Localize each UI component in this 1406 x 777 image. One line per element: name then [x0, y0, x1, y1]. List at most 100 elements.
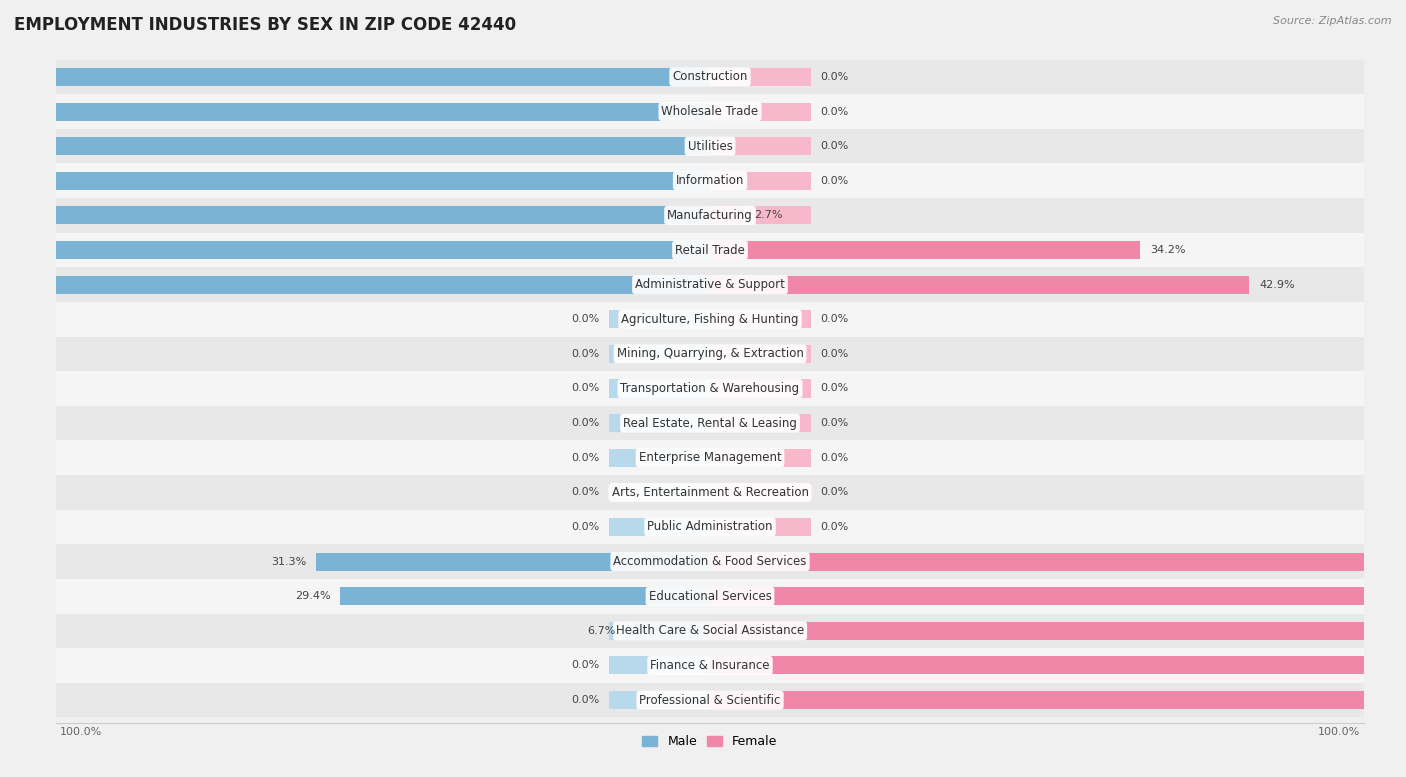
Text: 0.0%: 0.0%: [821, 141, 849, 152]
Bar: [609, 276, 710, 294]
Bar: [710, 137, 811, 155]
Text: 0.0%: 0.0%: [821, 106, 849, 117]
Bar: [18, 371, 1402, 406]
Bar: [316, 552, 710, 570]
Bar: [710, 172, 811, 190]
Bar: [609, 552, 710, 570]
Text: Public Administration: Public Administration: [647, 521, 773, 534]
Text: Mining, Quarrying, & Extraction: Mining, Quarrying, & Extraction: [617, 347, 803, 361]
Text: 0.0%: 0.0%: [571, 522, 599, 532]
Text: Educational Services: Educational Services: [648, 590, 772, 603]
Bar: [18, 129, 1402, 163]
Bar: [609, 483, 710, 501]
Text: 0.0%: 0.0%: [571, 349, 599, 359]
Bar: [710, 241, 811, 259]
Bar: [18, 475, 1402, 510]
Text: 29.4%: 29.4%: [295, 591, 330, 601]
Bar: [710, 68, 811, 86]
Text: Agriculture, Fishing & Hunting: Agriculture, Fishing & Hunting: [621, 313, 799, 326]
Bar: [710, 241, 1140, 259]
Bar: [710, 276, 811, 294]
Text: 0.0%: 0.0%: [821, 418, 849, 428]
Text: 0.0%: 0.0%: [571, 384, 599, 393]
Text: Source: ZipAtlas.com: Source: ZipAtlas.com: [1274, 16, 1392, 26]
Text: Accommodation & Food Services: Accommodation & Food Services: [613, 555, 807, 568]
Text: 6.7%: 6.7%: [588, 625, 616, 636]
Text: 0.0%: 0.0%: [821, 314, 849, 324]
Text: 0.0%: 0.0%: [571, 487, 599, 497]
Bar: [710, 449, 811, 467]
Bar: [0, 276, 710, 294]
Bar: [18, 232, 1402, 267]
Bar: [609, 172, 710, 190]
Text: 0.0%: 0.0%: [571, 314, 599, 324]
Bar: [609, 449, 710, 467]
Bar: [18, 648, 1402, 683]
Text: Real Estate, Rental & Leasing: Real Estate, Rental & Leasing: [623, 416, 797, 430]
Text: Wholesale Trade: Wholesale Trade: [661, 105, 759, 118]
Bar: [710, 622, 1406, 640]
Bar: [18, 579, 1402, 614]
Text: Construction: Construction: [672, 71, 748, 83]
Bar: [609, 587, 710, 605]
Bar: [18, 406, 1402, 441]
Bar: [18, 441, 1402, 475]
Bar: [18, 163, 1402, 198]
Bar: [710, 657, 1406, 674]
Bar: [609, 310, 710, 328]
Text: 0.0%: 0.0%: [821, 72, 849, 82]
Text: 0.0%: 0.0%: [571, 418, 599, 428]
Text: Transportation & Warehousing: Transportation & Warehousing: [620, 382, 800, 395]
Bar: [0, 207, 710, 225]
Bar: [609, 103, 710, 120]
Bar: [18, 683, 1402, 717]
Text: 0.0%: 0.0%: [821, 349, 849, 359]
Bar: [0, 137, 710, 155]
Bar: [18, 94, 1402, 129]
Bar: [0, 68, 710, 86]
Bar: [710, 691, 811, 709]
Text: 0.0%: 0.0%: [571, 453, 599, 463]
Text: 0.0%: 0.0%: [821, 487, 849, 497]
Legend: Male, Female: Male, Female: [637, 730, 783, 753]
Bar: [609, 207, 710, 225]
Bar: [18, 60, 1402, 94]
Bar: [710, 552, 811, 570]
Bar: [18, 614, 1402, 648]
Text: 2.7%: 2.7%: [754, 211, 783, 221]
Bar: [609, 345, 710, 363]
Text: Retail Trade: Retail Trade: [675, 243, 745, 256]
Bar: [18, 545, 1402, 579]
Bar: [710, 587, 1406, 605]
Bar: [710, 518, 811, 536]
Text: 0.0%: 0.0%: [821, 384, 849, 393]
Bar: [609, 68, 710, 86]
Bar: [710, 552, 1406, 570]
Bar: [710, 103, 811, 120]
Bar: [18, 510, 1402, 545]
Text: Finance & Insurance: Finance & Insurance: [651, 659, 769, 672]
Bar: [710, 691, 1406, 709]
Bar: [710, 207, 811, 225]
Text: 0.0%: 0.0%: [821, 522, 849, 532]
Bar: [710, 483, 811, 501]
Text: 31.3%: 31.3%: [271, 556, 307, 566]
Bar: [18, 302, 1402, 336]
Text: 0.0%: 0.0%: [821, 453, 849, 463]
Bar: [609, 691, 710, 709]
Text: Utilities: Utilities: [688, 140, 733, 152]
Text: Professional & Scientific: Professional & Scientific: [640, 694, 780, 706]
Bar: [710, 276, 1250, 294]
Bar: [609, 241, 710, 259]
Bar: [710, 587, 811, 605]
Text: 34.2%: 34.2%: [1150, 245, 1185, 255]
Bar: [18, 198, 1402, 232]
Bar: [18, 336, 1402, 371]
Text: Information: Information: [676, 174, 744, 187]
Bar: [609, 379, 710, 398]
Text: 0.0%: 0.0%: [571, 695, 599, 705]
Text: 0.0%: 0.0%: [821, 176, 849, 186]
Text: 0.0%: 0.0%: [571, 660, 599, 671]
Text: EMPLOYMENT INDUSTRIES BY SEX IN ZIP CODE 42440: EMPLOYMENT INDUSTRIES BY SEX IN ZIP CODE…: [14, 16, 516, 33]
Bar: [710, 657, 811, 674]
